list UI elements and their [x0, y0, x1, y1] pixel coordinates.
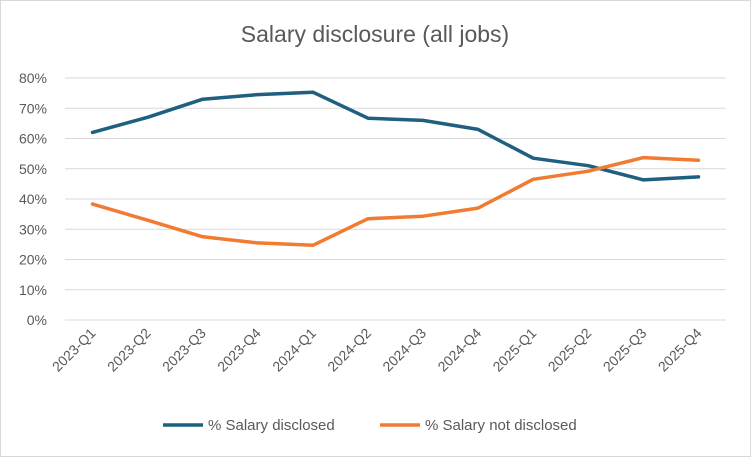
- legend-label: % Salary not disclosed: [425, 417, 577, 434]
- data-point: [366, 117, 370, 120]
- data-point: [642, 156, 645, 159]
- data-point: [587, 164, 590, 167]
- gridlines: [65, 77, 726, 321]
- series-lines: [90, 90, 701, 248]
- data-point: [421, 215, 425, 218]
- x-tick-label: 2024-Q1: [269, 325, 319, 375]
- data-point: [476, 128, 480, 131]
- x-tick-label: 2023-Q3: [159, 325, 209, 375]
- data-point: [311, 244, 315, 247]
- y-tick-label: 0%: [27, 312, 47, 328]
- data-point: [256, 93, 259, 96]
- x-tick-label: 2025-Q1: [489, 325, 539, 375]
- data-point: [91, 202, 94, 206]
- x-tick-label: 2023-Q4: [214, 325, 264, 375]
- data-point: [366, 217, 370, 220]
- x-tick-label: 2024-Q2: [324, 325, 374, 375]
- x-tick-label: 2024-Q4: [434, 325, 484, 375]
- data-point: [476, 206, 480, 210]
- y-tick-label: 20%: [19, 252, 47, 268]
- data-point: [697, 159, 700, 162]
- data-point: [587, 169, 590, 173]
- y-tick-label: 40%: [19, 191, 47, 207]
- series-line-2: [90, 155, 701, 248]
- x-tick-label: 2023-Q1: [49, 325, 99, 375]
- data-point: [256, 241, 259, 245]
- y-tick-label: 10%: [19, 282, 47, 298]
- x-axis-ticks: 2023-Q1 2023-Q2 2023-Q3 2023-Q4 2024-Q1 2024-…: [49, 325, 705, 375]
- x-tick-label: 2023-Q2: [104, 325, 154, 375]
- x-tick-label: 2025-Q2: [545, 325, 595, 375]
- data-point: [146, 116, 149, 119]
- data-point: [91, 131, 94, 134]
- y-tick-label: 50%: [19, 161, 47, 177]
- x-tick-label: 2025-Q4: [655, 325, 705, 375]
- data-point: [201, 97, 204, 101]
- legend-label: % Salary disclosed: [208, 417, 335, 434]
- data-point: [201, 235, 204, 239]
- data-point: [697, 175, 700, 179]
- data-point: [311, 91, 315, 94]
- x-tick-label: 2024-Q3: [379, 325, 429, 375]
- legend: % Salary disclosed % Salary not disclosed: [163, 417, 577, 434]
- y-tick-label: 80%: [19, 70, 47, 86]
- data-point: [532, 156, 535, 160]
- y-tick-label: 70%: [19, 100, 47, 116]
- data-point: [421, 119, 425, 122]
- data-point: [146, 218, 149, 222]
- y-tick-label: 60%: [19, 131, 47, 147]
- data-point: [642, 178, 645, 182]
- y-tick-label: 30%: [19, 221, 47, 237]
- x-tick-label: 2025-Q3: [600, 325, 650, 375]
- chart-title: Salary disclosure (all jobs): [241, 21, 509, 47]
- data-point: [532, 178, 535, 181]
- y-axis-ticks: 0% 10% 20% 30% 40% 50% 60% 70% 80%: [19, 70, 47, 328]
